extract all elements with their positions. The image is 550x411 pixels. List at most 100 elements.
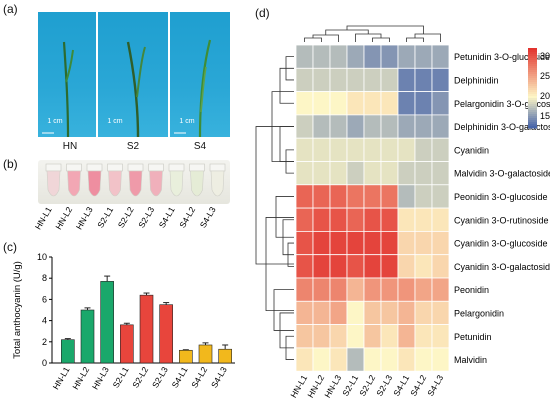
tube-cap: [209, 163, 226, 172]
heatmap-cell: [329, 347, 348, 372]
heatmap-cell: [380, 277, 399, 302]
seedling-icon: [174, 39, 212, 138]
bar: [159, 304, 173, 364]
panel-label-d: (d): [255, 6, 270, 20]
heatmap-cell: [363, 91, 382, 116]
tube: [189, 163, 205, 197]
heatmap-cell: [397, 161, 416, 186]
row-dendrogram: [279, 67, 294, 104]
row-label: Cyanidin 3-O-glucoside: [454, 239, 548, 249]
heatmap-cell: [329, 161, 348, 186]
tube-label: S2-L1: [95, 205, 115, 230]
scale-bar-label: 1 cm: [107, 118, 123, 125]
heatmap-cell: [329, 277, 348, 302]
heatmap-cell: [346, 347, 365, 372]
heatmap-cell: [414, 277, 433, 302]
heatmap-cell: [363, 114, 382, 139]
column-dendrogram: [372, 37, 390, 42]
column-label: S4-L2: [408, 373, 428, 398]
heatmap-cell: [380, 91, 399, 116]
heatmap-cell: [312, 137, 331, 162]
heatmap-cell: [363, 207, 382, 232]
heatmap-cell: [295, 254, 314, 279]
heatmap-cell: [414, 230, 433, 256]
colorbar-segment: [528, 90, 537, 93]
heatmap-cell: [414, 300, 433, 325]
row-label: Delphinidin: [454, 75, 499, 85]
heatmap-cell: [295, 91, 314, 116]
heatmap-cell: [329, 44, 348, 69]
heatmap-cell: [380, 161, 399, 186]
x-tick-label: S2-L1: [111, 365, 131, 390]
column-dendrogram: [346, 25, 424, 34]
heatmap-cell: [380, 254, 399, 279]
colorbar-segment: [528, 118, 537, 121]
colorbar-segment: [528, 60, 537, 63]
colorbar-segment: [528, 70, 537, 73]
heatmap-cell: [363, 44, 382, 69]
anthocyanin-heatmap: Petunidin 3-O-glucoside Delphinidin Pelarg…: [255, 25, 550, 399]
x-tick-label: HN-L3: [90, 365, 111, 392]
heatmap-cell: [380, 300, 399, 325]
colorbar-segment: [528, 78, 537, 81]
tube-cap: [45, 163, 62, 172]
heatmap-cell: [346, 207, 365, 232]
colorbar-segment: [528, 92, 537, 95]
tube-label: S4-L1: [157, 205, 177, 230]
colorbar-segment: [528, 50, 537, 53]
row-dendrogram: [275, 196, 294, 238]
row-label: Petunidin: [454, 332, 492, 342]
heatmap-cell: [380, 207, 399, 232]
heatmap-cell: [312, 277, 331, 302]
heatmap-cell: [295, 324, 314, 349]
row-label: Cyanidin 3-O-rutinoside: [454, 215, 549, 225]
column-dendrogram: [312, 34, 339, 42]
tube: [66, 163, 82, 197]
heatmap-cell: [363, 161, 382, 186]
group-caption-s4: S4: [193, 141, 207, 152]
heatmap-cell: [346, 161, 365, 186]
heatmap-cell: [295, 300, 314, 325]
tube: [127, 163, 144, 197]
heatmap-cell: [363, 324, 382, 349]
heatmap-cell: [431, 44, 450, 69]
heatmap-cell: [380, 184, 399, 209]
heatmap-cell: [329, 324, 348, 349]
bar: [100, 281, 114, 364]
heatmap-cell: [346, 230, 365, 256]
colorbar-segment: [528, 86, 537, 89]
heatmap-cell: [329, 67, 348, 93]
heatmap-cell: [397, 137, 416, 162]
heatmap-cell: [363, 300, 382, 325]
colorbar-segment: [528, 48, 537, 51]
bar: [61, 339, 75, 364]
bar: [139, 294, 154, 364]
heatmap-cell: [346, 324, 365, 349]
heatmap-cell: [397, 91, 416, 116]
x-tick-label: S2-L3: [150, 365, 170, 390]
heatmap-cell: [414, 324, 433, 349]
heatmap-cell: [312, 114, 331, 139]
heatmap-cell: [414, 184, 433, 209]
heatmap-cell: [312, 300, 331, 325]
row-dendrogram: [279, 126, 294, 162]
row-label: Pelargonidin 3-O-glucoside: [454, 99, 550, 109]
panel-label-a: (a): [3, 2, 18, 16]
tube-cap: [148, 163, 164, 172]
heatmap-cell: [295, 137, 314, 162]
y-tick-label: 2: [42, 337, 47, 347]
heatmap-cell: [295, 184, 314, 209]
tube-cap: [127, 163, 144, 172]
tube-labels: HN-L1 HN-L2 HN-L3 S2-L1 S2-L2 S2-L3 S4-L1 S4-L2…: [33, 205, 218, 231]
heatmap-cell: [397, 184, 416, 209]
heatmap-cell: [329, 137, 348, 162]
x-tick-label: S4-L2: [189, 365, 209, 390]
colorbar-segment: [528, 76, 537, 79]
heatmap-cell: [346, 300, 365, 325]
colorbar-segment: [528, 58, 537, 61]
heatmap-cell: [295, 347, 314, 372]
heatmap-cell: [329, 184, 348, 209]
colorbar-segment: [528, 114, 537, 117]
anthocyanin-bar-chart: 0 2 4 6 8 10 Total anthocyanin (U/g) HN-L1HN-L2…: [12, 252, 235, 392]
heatmap-cell: [329, 230, 348, 256]
